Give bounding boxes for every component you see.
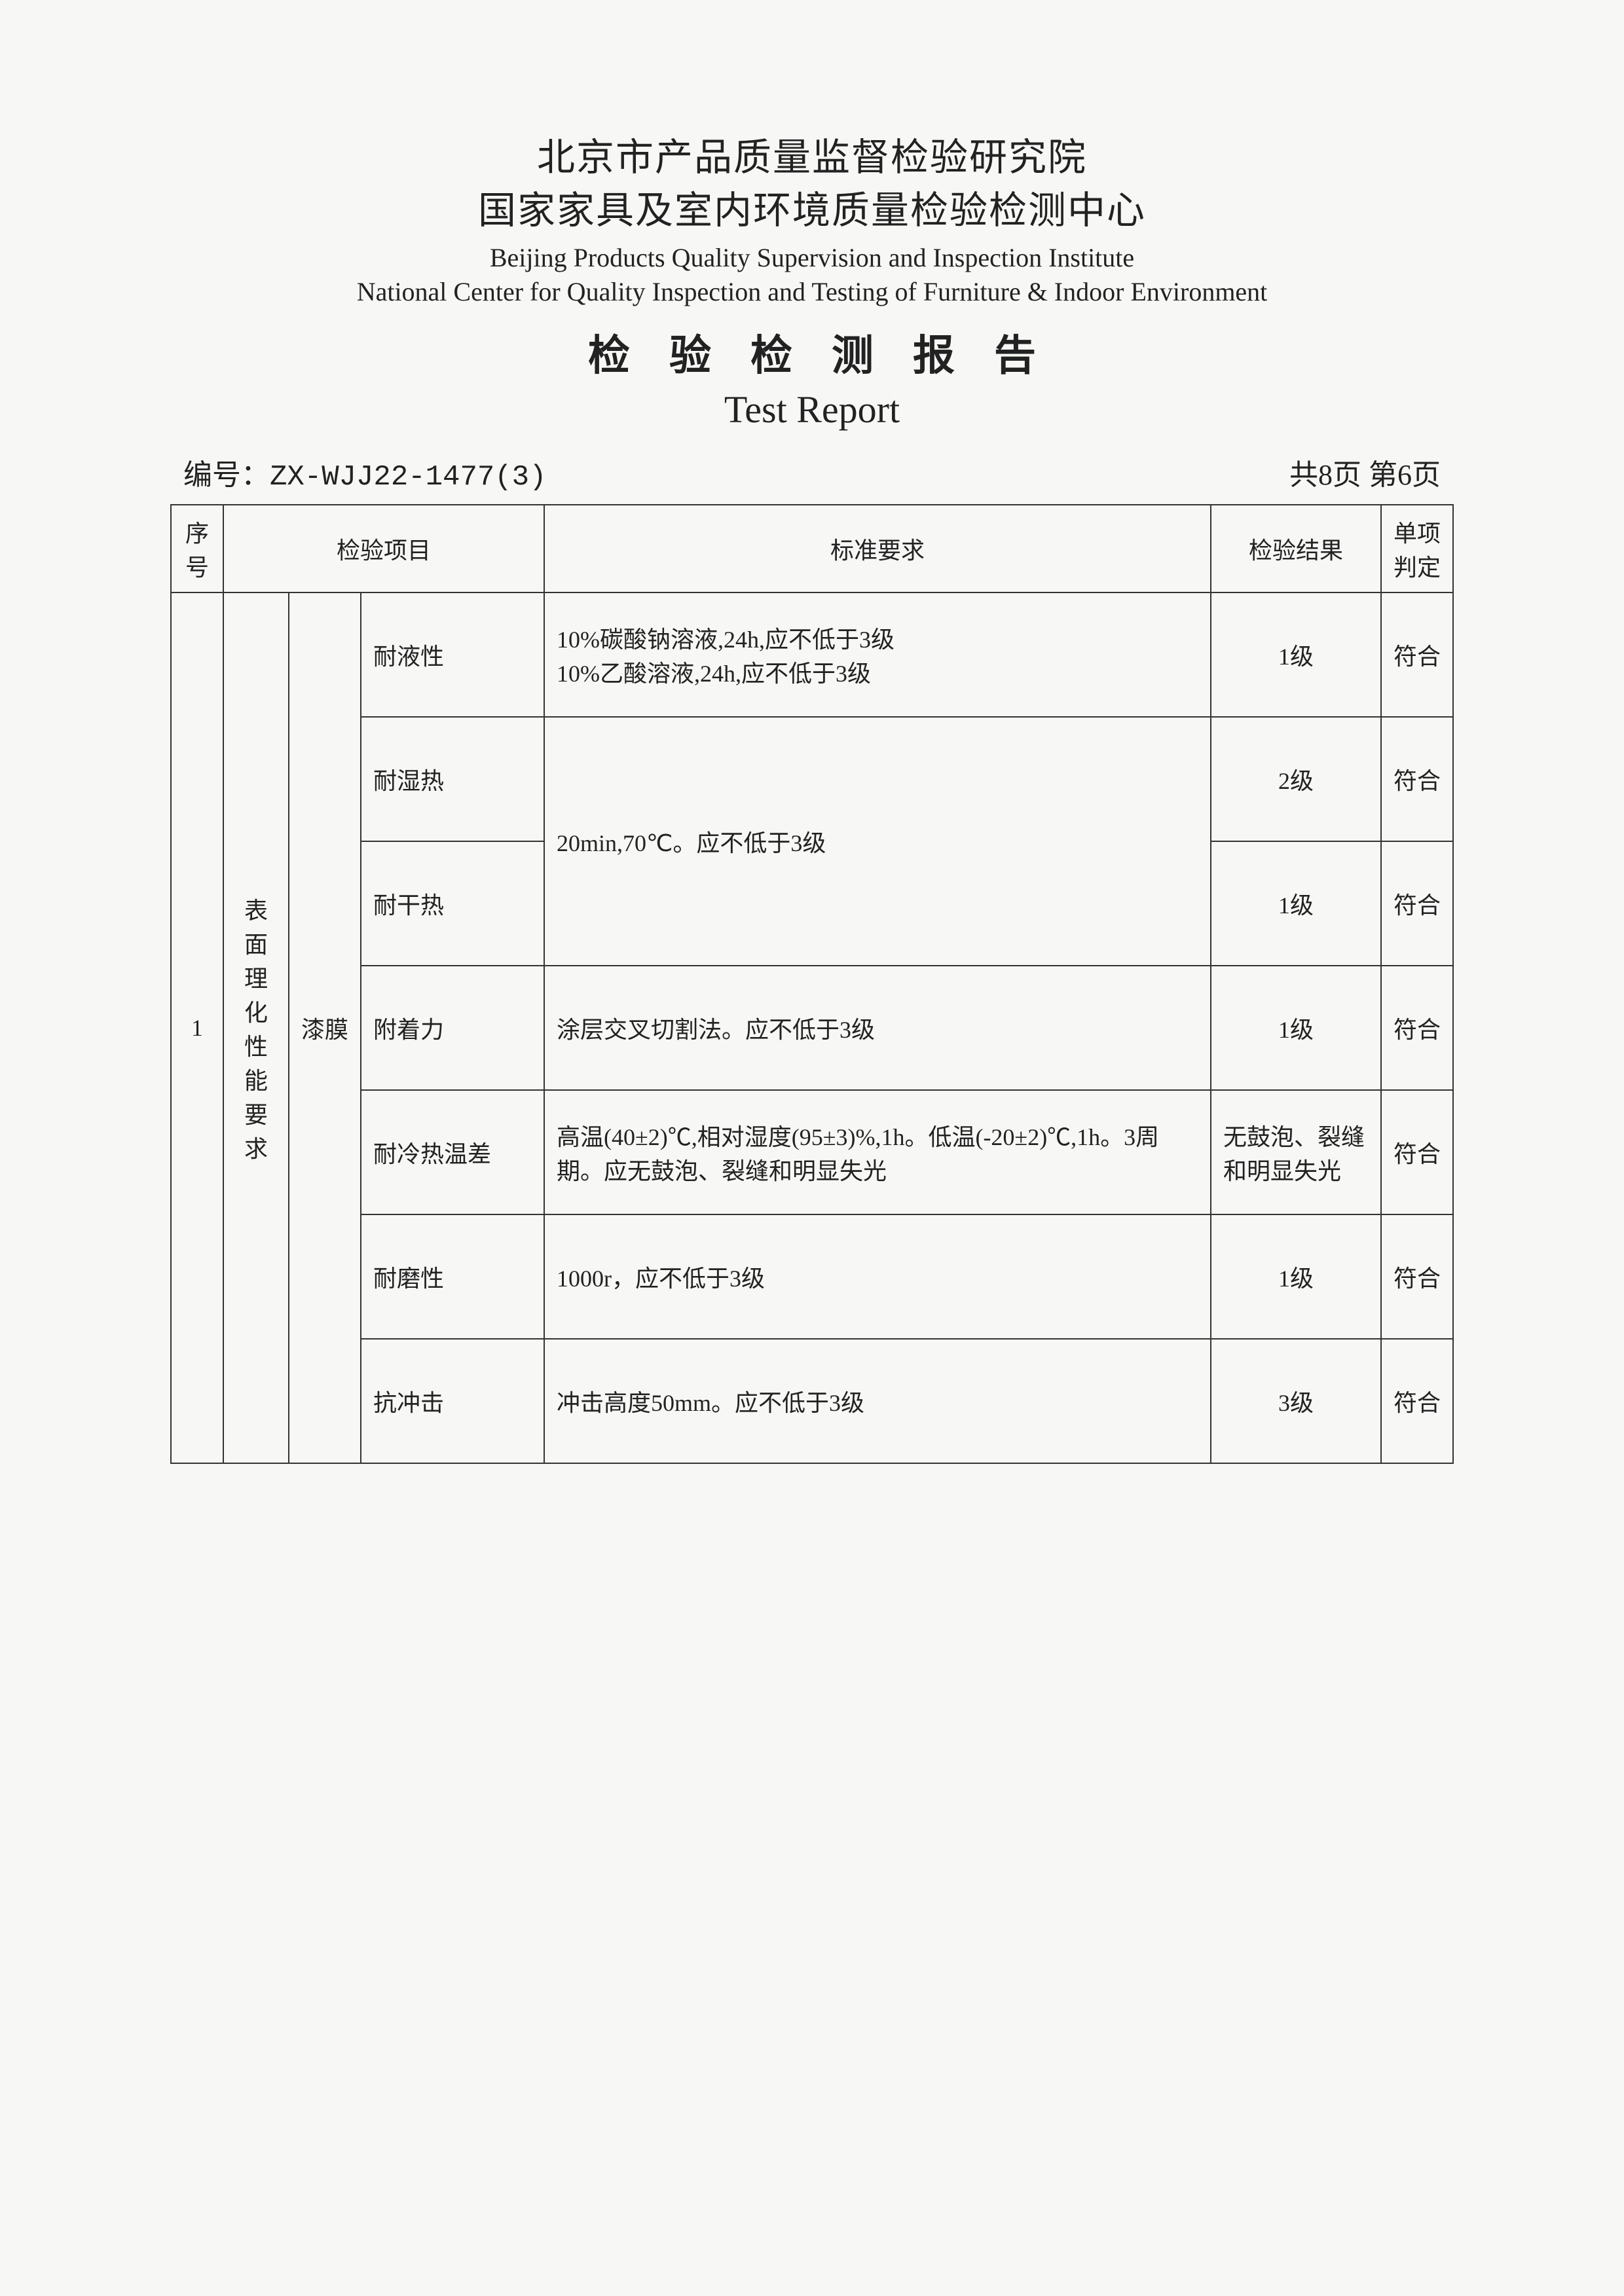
cell-requirement: 1000r，应不低于3级: [544, 1214, 1211, 1339]
cell-judge: 符合: [1381, 592, 1453, 717]
table-row: 1 表面理化性能要求 漆膜 耐液性 10%碳酸钠溶液,24h,应不低于3级 10…: [171, 592, 1453, 717]
cell-requirement-shared: 20min,70℃。应不低于3级: [544, 717, 1211, 966]
org-name-en-2: National Center for Quality Inspection a…: [170, 275, 1454, 309]
table-row: 耐冷热温差 高温(40±2)℃,相对湿度(95±3)%,1h。低温(-20±2)…: [171, 1090, 1453, 1214]
cell-item-name: 耐液性: [361, 592, 544, 717]
org-name-cn-2: 国家家具及室内环境质量检验检测中心: [170, 184, 1454, 237]
report-header: 北京市产品质量监督检验研究院 国家家具及室内环境质量检验检测中心 Beijing…: [170, 131, 1454, 431]
cell-item-name: 耐磨性: [361, 1214, 544, 1339]
table-header-row: 序号 检验项目 标准要求 检验结果 单项判定: [171, 505, 1453, 592]
cell-item-name: 耐冷热温差: [361, 1090, 544, 1214]
th-result: 检验结果: [1211, 505, 1381, 592]
table-row: 耐湿热 20min,70℃。应不低于3级 2级 符合: [171, 717, 1453, 841]
label-bianhao: 编号：: [183, 459, 270, 491]
cell-subgroup: 漆膜: [289, 592, 361, 1463]
th-requirement: 标准要求: [544, 505, 1211, 592]
cell-item-name: 耐湿热: [361, 717, 544, 841]
th-item: 检验项目: [223, 505, 544, 592]
th-seq: 序号: [171, 505, 223, 592]
report-number: 编号：ZX-WJJ22-1477(3): [183, 451, 546, 494]
cell-judge: 符合: [1381, 1090, 1453, 1214]
cell-seq: 1: [171, 592, 223, 1463]
table-row: 耐磨性 1000r，应不低于3级 1级 符合: [171, 1214, 1453, 1339]
cell-requirement: 冲击高度50mm。应不低于3级: [544, 1339, 1211, 1463]
th-judge: 单项判定: [1381, 505, 1453, 592]
cell-result: 2级: [1211, 717, 1381, 841]
table-row: 附着力 涂层交叉切割法。应不低于3级 1级 符合: [171, 966, 1453, 1090]
report-title-cn: 检验检测报告: [170, 322, 1454, 382]
cell-item-name: 抗冲击: [361, 1339, 544, 1463]
cell-result: 1级: [1211, 1214, 1381, 1339]
cell-judge: 符合: [1381, 1339, 1453, 1463]
table-row: 抗冲击 冲击高度50mm。应不低于3级 3级 符合: [171, 1339, 1453, 1463]
cell-requirement: 高温(40±2)℃,相对湿度(95±3)%,1h。低温(-20±2)℃,1h。3…: [544, 1090, 1211, 1214]
cell-judge: 符合: [1381, 1214, 1453, 1339]
report-code: ZX-WJJ22-1477(3): [270, 461, 546, 494]
cell-item-name: 附着力: [361, 966, 544, 1090]
cell-judge: 符合: [1381, 841, 1453, 966]
report-table: 序号 检验项目 标准要求 检验结果 单项判定 1 表面理化性能要求 漆膜 耐液性…: [170, 504, 1454, 1464]
org-name-cn-1: 北京市产品质量监督检验研究院: [170, 131, 1454, 184]
cell-requirement: 10%碳酸钠溶液,24h,应不低于3级 10%乙酸溶液,24h,应不低于3级: [544, 592, 1211, 717]
report-title-en: Test Report: [170, 388, 1454, 431]
cell-result: 3级: [1211, 1339, 1381, 1463]
page-info: 共8页 第6页: [1289, 451, 1441, 494]
group-label: 表面理化性能要求: [244, 898, 268, 1162]
meta-row: 编号：ZX-WJJ22-1477(3) 共8页 第6页: [183, 451, 1441, 494]
cell-judge: 符合: [1381, 717, 1453, 841]
cell-result: 1级: [1211, 966, 1381, 1090]
cell-group: 表面理化性能要求: [223, 592, 289, 1463]
cell-judge: 符合: [1381, 966, 1453, 1090]
cell-result: 1级: [1211, 841, 1381, 966]
org-name-en-1: Beijing Products Quality Supervision and…: [170, 241, 1454, 275]
cell-result: 1级: [1211, 592, 1381, 717]
cell-item-name: 耐干热: [361, 841, 544, 966]
cell-requirement: 涂层交叉切割法。应不低于3级: [544, 966, 1211, 1090]
cell-result: 无鼓泡、裂缝和明显失光: [1211, 1090, 1381, 1214]
report-page: 北京市产品质量监督检验研究院 国家家具及室内环境质量检验检测中心 Beijing…: [0, 0, 1624, 2296]
